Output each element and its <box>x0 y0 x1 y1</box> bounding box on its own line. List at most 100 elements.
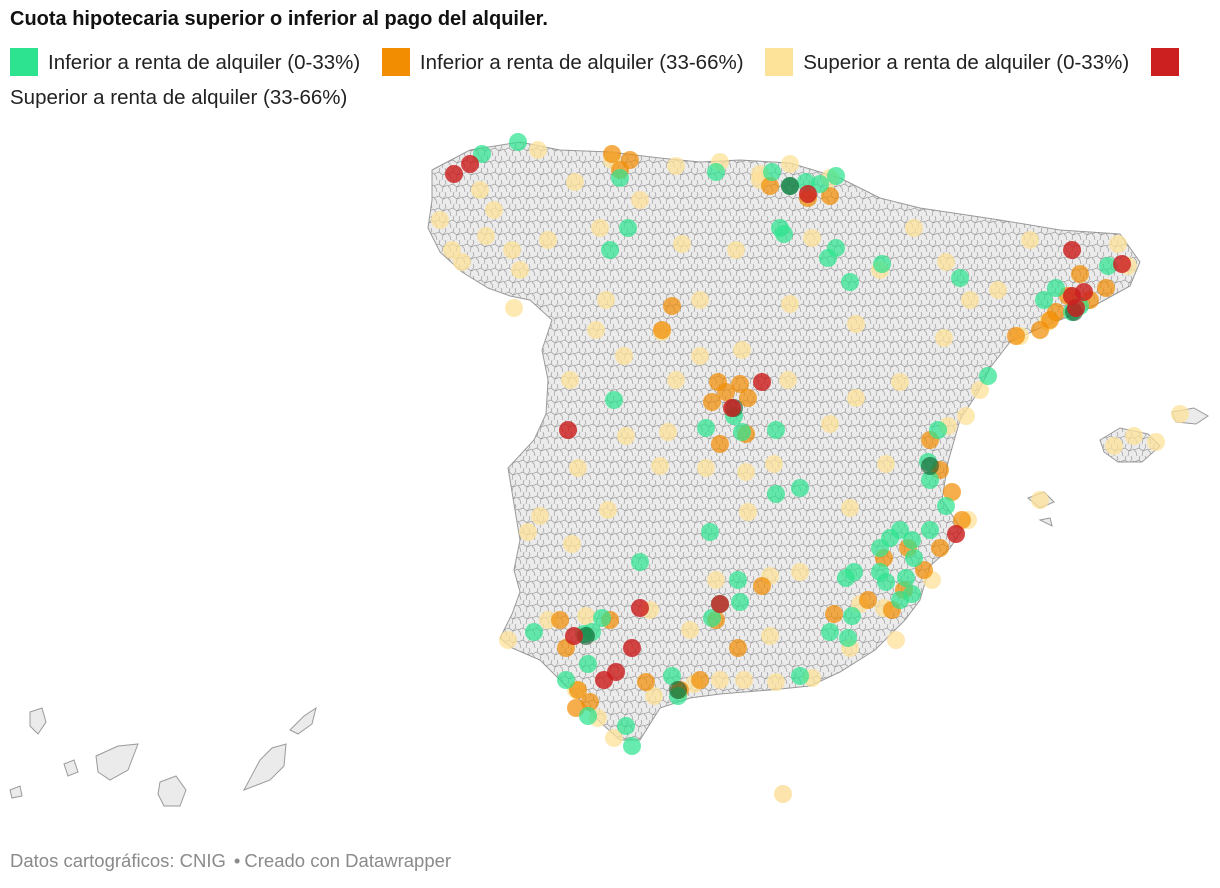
data-point[interactable] <box>903 531 921 549</box>
data-point[interactable] <box>781 155 799 173</box>
legend-item-superior-0-33[interactable]: Superior a renta de alquiler (0-33%) <box>765 48 1129 76</box>
data-point[interactable] <box>653 321 671 339</box>
data-point[interactable] <box>931 539 949 557</box>
spain-municipalities-map[interactable] <box>0 120 1220 840</box>
data-point[interactable] <box>453 253 471 271</box>
data-point[interactable] <box>761 627 779 645</box>
data-point[interactable] <box>587 321 605 339</box>
data-point[interactable] <box>443 241 461 259</box>
data-point[interactable] <box>729 639 747 657</box>
legend-item-inferior-0-33[interactable]: Inferior a renta de alquiler (0-33%) <box>10 48 360 76</box>
data-point[interactable] <box>707 571 725 589</box>
data-point[interactable] <box>566 173 584 191</box>
data-point[interactable] <box>597 291 615 309</box>
data-point[interactable] <box>811 175 829 193</box>
data-point[interactable] <box>691 671 709 689</box>
data-point[interactable] <box>711 435 729 453</box>
data-point[interactable] <box>669 681 687 699</box>
data-point[interactable] <box>799 185 817 203</box>
data-point[interactable] <box>579 655 597 673</box>
data-point[interactable] <box>1063 241 1081 259</box>
data-point[interactable] <box>781 295 799 313</box>
data-point[interactable] <box>599 501 617 519</box>
data-point[interactable] <box>921 457 939 475</box>
data-point[interactable] <box>767 421 785 439</box>
data-point[interactable] <box>891 373 909 391</box>
data-point[interactable] <box>1067 299 1085 317</box>
data-point[interactable] <box>569 459 587 477</box>
data-point[interactable] <box>559 421 577 439</box>
data-point[interactable] <box>561 371 579 389</box>
data-point[interactable] <box>673 235 691 253</box>
data-point[interactable] <box>651 457 669 475</box>
data-point[interactable] <box>431 211 449 229</box>
data-point[interactable] <box>1071 265 1089 283</box>
data-point[interactable] <box>929 421 947 439</box>
data-point[interactable] <box>503 241 521 259</box>
data-point[interactable] <box>511 261 529 279</box>
data-point[interactable] <box>1047 279 1065 297</box>
data-point[interactable] <box>727 241 745 259</box>
data-point[interactable] <box>621 151 639 169</box>
data-point[interactable] <box>595 671 613 689</box>
data-point[interactable] <box>774 785 792 803</box>
data-point[interactable] <box>471 181 489 199</box>
data-point[interactable] <box>697 459 715 477</box>
data-point[interactable] <box>1125 427 1143 445</box>
data-point[interactable] <box>739 503 757 521</box>
data-point[interactable] <box>605 729 623 747</box>
data-point[interactable] <box>667 157 685 175</box>
data-point[interactable] <box>731 375 749 393</box>
data-point[interactable] <box>897 569 915 587</box>
data-point[interactable] <box>601 241 619 259</box>
data-point[interactable] <box>953 511 971 529</box>
data-point[interactable] <box>663 297 681 315</box>
data-points[interactable] <box>431 133 1189 755</box>
data-point[interactable] <box>827 167 845 185</box>
data-point[interactable] <box>519 523 537 541</box>
data-point[interactable] <box>539 231 557 249</box>
data-point[interactable] <box>723 399 741 417</box>
data-point[interactable] <box>631 191 649 209</box>
data-point[interactable] <box>943 483 961 501</box>
data-point[interactable] <box>505 299 523 317</box>
data-point[interactable] <box>877 455 895 473</box>
data-point[interactable] <box>1147 433 1165 451</box>
data-point[interactable] <box>593 609 611 627</box>
data-point[interactable] <box>691 347 709 365</box>
data-point[interactable] <box>881 529 899 547</box>
data-point[interactable] <box>937 253 955 271</box>
data-point[interactable] <box>821 623 839 641</box>
data-point[interactable] <box>531 507 549 525</box>
data-point[interactable] <box>557 671 575 689</box>
data-point[interactable] <box>617 717 635 735</box>
data-point[interactable] <box>791 563 809 581</box>
data-point[interactable] <box>735 671 753 689</box>
data-point[interactable] <box>703 609 721 627</box>
data-point[interactable] <box>659 423 677 441</box>
data-point[interactable] <box>615 347 633 365</box>
data-point[interactable] <box>841 499 859 517</box>
data-point[interactable] <box>711 595 729 613</box>
data-point[interactable] <box>581 693 599 711</box>
data-point[interactable] <box>663 667 681 685</box>
data-point[interactable] <box>667 371 685 389</box>
data-point[interactable] <box>733 341 751 359</box>
data-point[interactable] <box>957 407 975 425</box>
data-point[interactable] <box>821 187 839 205</box>
data-point[interactable] <box>499 631 517 649</box>
data-point[interactable] <box>873 255 891 273</box>
data-point[interactable] <box>563 535 581 553</box>
data-point[interactable] <box>921 521 939 539</box>
data-point[interactable] <box>461 155 479 173</box>
data-point[interactable] <box>837 569 855 587</box>
data-point[interactable] <box>445 165 463 183</box>
data-point[interactable] <box>529 141 547 159</box>
data-point[interactable] <box>707 163 725 181</box>
data-point[interactable] <box>525 623 543 641</box>
data-point[interactable] <box>569 681 587 699</box>
data-point[interactable] <box>821 415 839 433</box>
data-point[interactable] <box>579 707 597 725</box>
credit-link[interactable]: Creado con Datawrapper <box>244 850 452 871</box>
data-point[interactable] <box>717 383 735 401</box>
